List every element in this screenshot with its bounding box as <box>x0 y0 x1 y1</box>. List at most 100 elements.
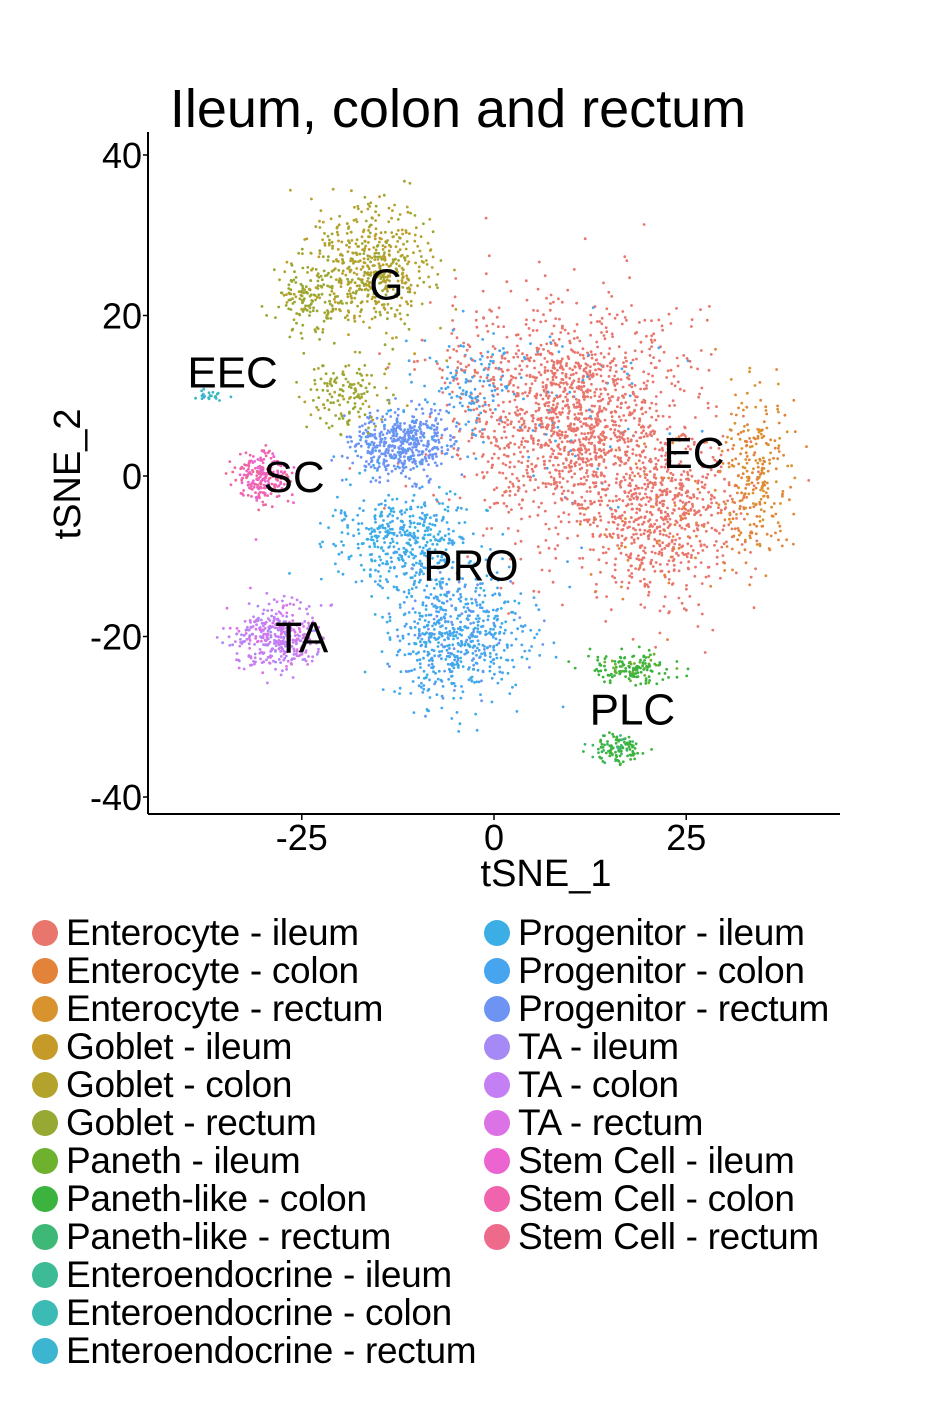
scatter-point <box>601 379 605 383</box>
scatter-point <box>679 478 683 482</box>
scatter-point <box>446 633 450 636</box>
scatter-point <box>425 444 428 448</box>
scatter-point <box>609 366 613 369</box>
scatter-point <box>524 279 528 283</box>
scatter-point <box>556 532 560 536</box>
scatter-point <box>478 430 482 433</box>
scatter-point <box>444 612 447 616</box>
scatter-point <box>399 440 403 444</box>
scatter-point <box>363 670 367 674</box>
scatter-point <box>527 455 531 459</box>
scatter-point <box>643 387 646 391</box>
scatter-point <box>334 562 337 566</box>
scatter-point <box>759 432 763 436</box>
scatter-point <box>424 642 428 646</box>
scatter-point <box>657 507 661 510</box>
scatter-point <box>416 284 419 288</box>
scatter-point <box>534 464 538 468</box>
scatter-point <box>717 447 721 450</box>
scatter-point <box>408 290 412 294</box>
scatter-point <box>370 440 374 444</box>
scatter-point <box>432 535 436 539</box>
scatter-point <box>422 625 426 629</box>
scatter-point <box>662 533 665 537</box>
scatter-point <box>420 302 424 306</box>
scatter-point <box>391 507 395 510</box>
scatter-point <box>688 359 692 363</box>
scatter-point <box>650 415 654 419</box>
scatter-point <box>475 473 479 477</box>
scatter-point <box>616 456 620 459</box>
scatter-point <box>410 534 414 538</box>
scatter-point <box>371 476 375 480</box>
scatter-point <box>451 661 454 665</box>
scatter-point <box>653 447 657 451</box>
scatter-point <box>654 395 658 398</box>
scatter-point <box>554 317 558 320</box>
scatter-point <box>548 417 552 421</box>
scatter-point <box>384 331 388 335</box>
scatter-point <box>532 474 535 478</box>
scatter-point <box>668 532 672 535</box>
scatter-point <box>648 347 651 351</box>
scatter-point <box>426 442 430 446</box>
scatter-point <box>478 603 482 607</box>
scatter-point <box>410 552 414 556</box>
scatter-point <box>481 643 485 647</box>
scatter-point <box>475 646 479 650</box>
scatter-point <box>688 536 692 540</box>
scatter-point <box>518 425 522 429</box>
scatter-point <box>428 453 432 457</box>
scatter-point <box>713 496 716 500</box>
scatter-point <box>603 533 607 536</box>
scatter-point <box>300 247 304 251</box>
scatter-point <box>561 603 564 607</box>
scatter-point <box>377 503 381 506</box>
scatter-point <box>514 637 518 641</box>
scatter-point <box>458 427 462 431</box>
scatter-point <box>370 595 374 598</box>
scatter-point <box>356 245 360 248</box>
scatter-point <box>583 237 587 241</box>
scatter-point <box>679 518 683 522</box>
scatter-point <box>458 429 461 433</box>
scatter-point <box>634 567 637 570</box>
scatter-point <box>622 365 626 368</box>
scatter-point <box>439 605 442 609</box>
scatter-point <box>657 346 661 350</box>
scatter-point <box>766 469 770 473</box>
scatter-point <box>557 463 560 467</box>
scatter-point <box>378 530 382 534</box>
scatter-point <box>521 498 524 502</box>
scatter-point <box>472 668 476 671</box>
scatter-point <box>667 312 671 316</box>
scatter-point <box>480 606 484 610</box>
scatter-point <box>560 433 564 437</box>
scatter-point <box>408 477 411 480</box>
scatter-point <box>461 389 465 392</box>
scatter-point <box>658 529 662 533</box>
scatter-point <box>673 501 676 504</box>
scatter-point <box>338 308 341 311</box>
scatter-point <box>546 425 549 429</box>
scatter-point <box>483 648 486 651</box>
scatter-point <box>427 627 430 631</box>
scatter-point <box>447 577 451 581</box>
scatter-point <box>378 563 381 567</box>
scatter-point <box>550 352 553 356</box>
scatter-point <box>359 455 363 459</box>
scatter-point <box>719 576 722 580</box>
scatter-point <box>368 205 372 208</box>
scatter-point <box>549 475 553 479</box>
scatter-point <box>552 324 556 328</box>
scatter-point <box>515 476 519 480</box>
scatter-point <box>510 631 513 635</box>
scatter-point <box>623 255 627 259</box>
scatter-point <box>773 439 777 442</box>
scatter-point <box>759 497 763 501</box>
scatter-point <box>413 239 417 243</box>
scatter-point <box>564 496 568 500</box>
scatter-point <box>349 483 352 487</box>
scatter-point <box>577 412 580 416</box>
scatter-point <box>456 627 460 631</box>
